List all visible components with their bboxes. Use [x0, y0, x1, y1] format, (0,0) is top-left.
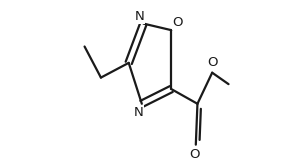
Text: N: N	[134, 10, 144, 23]
Text: O: O	[207, 56, 217, 69]
Text: N: N	[134, 106, 143, 119]
Text: O: O	[172, 16, 183, 29]
Text: O: O	[189, 148, 200, 161]
